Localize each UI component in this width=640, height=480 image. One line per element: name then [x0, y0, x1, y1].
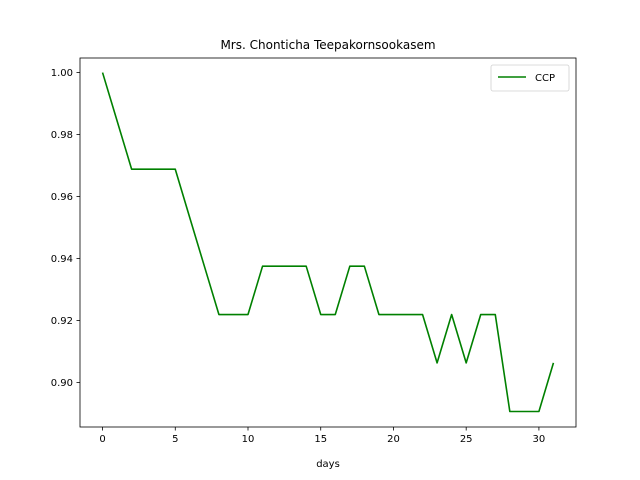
- x-tick-label: 5: [172, 434, 178, 445]
- x-tick-label: 20: [387, 434, 400, 445]
- x-tick-label: 25: [460, 434, 473, 445]
- legend: CCP: [490, 64, 570, 92]
- chart-title: Mrs. Chonticha Teepakornsookasem: [220, 38, 435, 52]
- y-tick-label: 0.92: [51, 316, 73, 327]
- series-line-ccp: [101, 72, 555, 413]
- y-tick-label: 0.90: [51, 378, 73, 389]
- y-tick-label: 0.96: [51, 192, 73, 203]
- y-tick-label: 0.98: [51, 130, 73, 141]
- x-tick-label: 15: [314, 434, 327, 445]
- axes-frame: [79, 57, 577, 428]
- x-tick-label: 10: [242, 434, 255, 445]
- plot-area: 0 5 10 15 20 25 30 0.90 0.92 0.94 0.96 0.98 1.00: [51, 68, 555, 445]
- x-tick-label: 30: [533, 434, 546, 445]
- x-axis-label: days: [316, 459, 340, 470]
- legend-box: [490, 64, 570, 92]
- y-tick-label: 0.94: [51, 254, 73, 265]
- legend-label-ccp: CCP: [535, 73, 555, 84]
- y-tick-label: 1.00: [51, 68, 73, 79]
- x-tick-label: 0: [99, 434, 105, 445]
